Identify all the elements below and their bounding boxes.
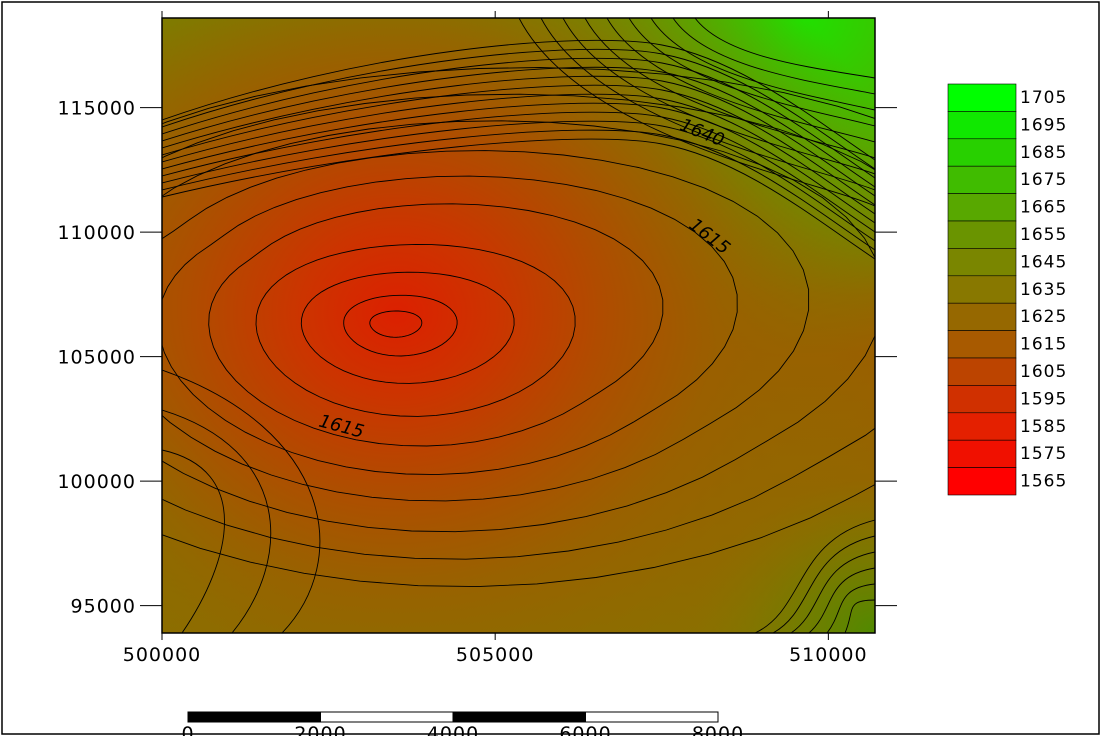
contour-northeast bbox=[672, 18, 875, 95]
x-tick-label: 500000 bbox=[123, 644, 202, 666]
contour-southeast bbox=[844, 599, 875, 633]
contour-loop bbox=[208, 203, 664, 447]
contour-loop bbox=[162, 67, 875, 588]
legend-swatch bbox=[947, 193, 1017, 222]
contour-loop bbox=[162, 175, 738, 476]
y-tick-label: 105000 bbox=[57, 347, 136, 369]
contour-north bbox=[162, 138, 875, 260]
contour-loop bbox=[255, 243, 576, 417]
legend-swatch bbox=[947, 330, 1017, 359]
x-tick-label: 505000 bbox=[456, 644, 535, 666]
x-axis: 500000 505000 510000 bbox=[123, 11, 868, 666]
contour-southeast bbox=[826, 583, 875, 633]
legend-swatch bbox=[947, 138, 1017, 167]
contour-northeast bbox=[628, 18, 875, 127]
contour-southwest bbox=[162, 449, 225, 633]
contour-northeast bbox=[584, 18, 875, 159]
contour-northeast bbox=[540, 18, 875, 191]
legend-swatch bbox=[947, 412, 1017, 441]
contour-lines bbox=[162, 18, 875, 633]
scale-segment bbox=[452, 711, 586, 723]
plot-border bbox=[161, 17, 876, 634]
legend-label: 1645 bbox=[1020, 252, 1067, 272]
legend-swatch bbox=[947, 111, 1017, 140]
legend-label: 1625 bbox=[1020, 307, 1067, 327]
legend-swatch bbox=[947, 220, 1017, 249]
contour-southeast bbox=[754, 519, 875, 633]
x-tick-label: 510000 bbox=[789, 644, 868, 666]
color-legend: 1705 1695 1685 1675 1665 1655 1645 1635 1625 1615… bbox=[947, 83, 1067, 496]
scale-segment bbox=[320, 711, 454, 723]
scale-segment bbox=[585, 711, 719, 723]
legend-swatch bbox=[947, 165, 1017, 194]
legend-swatch bbox=[947, 385, 1017, 414]
legend-label: 1585 bbox=[1020, 417, 1067, 437]
contour-northeast bbox=[518, 18, 875, 207]
contour-north bbox=[162, 57, 875, 179]
y-tick-label: 95000 bbox=[71, 596, 136, 618]
contour-north bbox=[162, 120, 875, 242]
y-tick-label: 115000 bbox=[57, 98, 136, 120]
contour-loop bbox=[162, 150, 810, 502]
contour-north bbox=[162, 84, 875, 206]
legend-label: 1655 bbox=[1020, 225, 1067, 245]
contour-northeast bbox=[650, 18, 875, 111]
y-axis: 95000 100000 105000 110000 115000 bbox=[57, 98, 897, 618]
contour-loop bbox=[343, 294, 458, 357]
y-tick-label: 110000 bbox=[57, 222, 136, 244]
legend-swatch bbox=[947, 439, 1017, 468]
legend-label: 1565 bbox=[1020, 472, 1067, 492]
legend-label: 1615 bbox=[1020, 335, 1067, 355]
contour-loop bbox=[369, 310, 423, 338]
legend-swatch bbox=[947, 302, 1017, 331]
contour-north bbox=[162, 48, 875, 170]
central-low-shade bbox=[162, 18, 875, 633]
contour-north bbox=[162, 102, 875, 224]
scale-segment bbox=[187, 711, 321, 723]
legend-label: 1695 bbox=[1020, 115, 1067, 135]
legend-swatch bbox=[947, 275, 1017, 304]
contour-southwest bbox=[162, 409, 272, 633]
contour-southeast bbox=[772, 535, 875, 633]
legend-label: 1595 bbox=[1020, 389, 1067, 409]
contour-northeast bbox=[694, 18, 875, 79]
contour-southwest bbox=[162, 369, 321, 633]
scale-label: 8000 bbox=[692, 723, 744, 736]
contour-north bbox=[162, 111, 875, 233]
contour-north bbox=[162, 75, 875, 197]
contour-north bbox=[162, 66, 875, 188]
legend-label: 1575 bbox=[1020, 444, 1067, 464]
legend-swatch bbox=[947, 83, 1017, 112]
contour-northeast bbox=[606, 18, 875, 143]
scale-label: 0 bbox=[181, 723, 194, 736]
y-tick-label: 100000 bbox=[57, 471, 136, 493]
contour-southeast bbox=[790, 551, 875, 633]
scale-label: 4000 bbox=[427, 723, 479, 736]
contour-northeast bbox=[562, 18, 875, 175]
scale-label: 2000 bbox=[294, 723, 346, 736]
legend-swatch bbox=[947, 467, 1017, 496]
contour-north bbox=[162, 39, 875, 161]
legend-label: 1665 bbox=[1020, 198, 1067, 218]
contour-loop bbox=[162, 93, 875, 560]
legend-label: 1705 bbox=[1020, 88, 1067, 108]
contour-southeast bbox=[808, 567, 875, 633]
contour-north bbox=[162, 93, 875, 215]
contour-north bbox=[162, 129, 875, 251]
legend-swatch bbox=[947, 357, 1017, 386]
contour-loop bbox=[300, 271, 515, 384]
legend-label: 1635 bbox=[1020, 280, 1067, 300]
legend-label: 1605 bbox=[1020, 362, 1067, 382]
legend-label: 1675 bbox=[1020, 170, 1067, 190]
legend-swatch bbox=[947, 248, 1017, 277]
legend-label: 1685 bbox=[1020, 143, 1067, 163]
scale-label: 6000 bbox=[559, 723, 611, 736]
